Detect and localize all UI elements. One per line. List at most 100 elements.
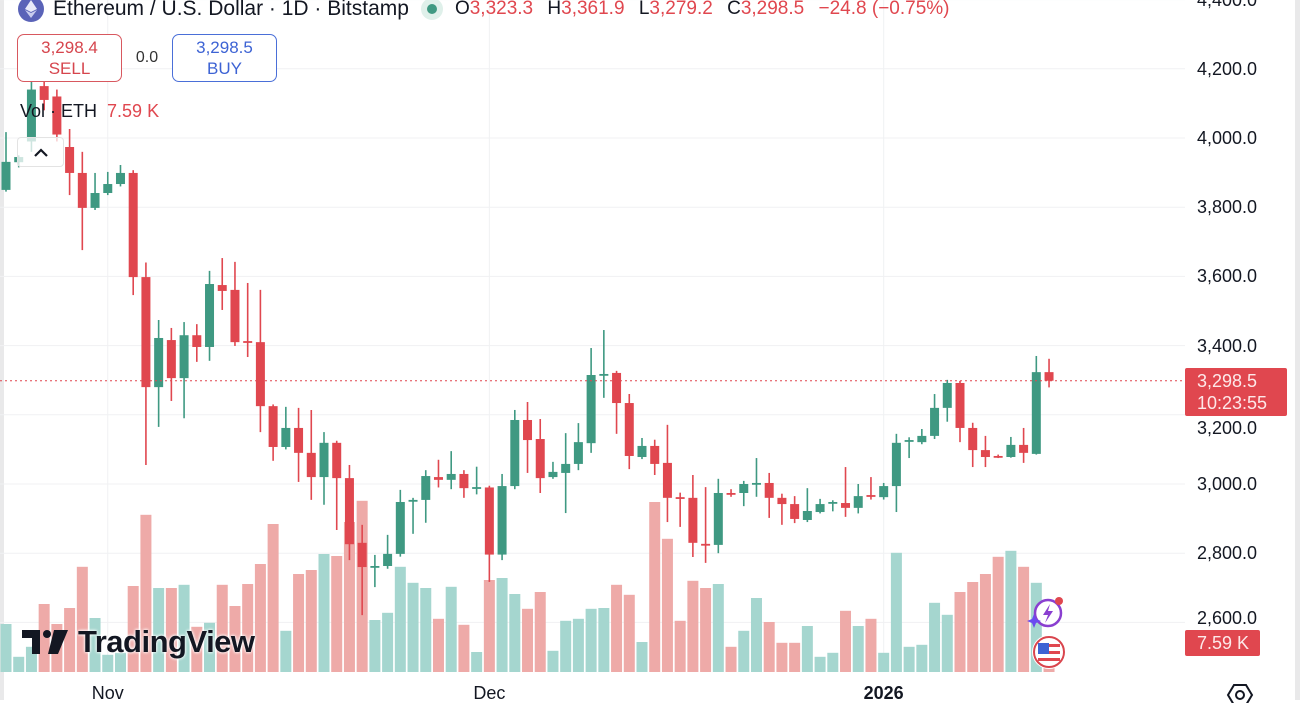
symbol-title[interactable]: Ethereum / U.S. Dollar · 1D · Bitstamp [53, 0, 409, 20]
sell-price: 3,298.4 [41, 38, 98, 57]
volume-bar [140, 514, 152, 672]
us-flag-icon[interactable] [1032, 635, 1066, 669]
volume-bar [789, 642, 801, 672]
volume-tag: 7.59 K [1185, 630, 1260, 656]
price-axis-label: 3,600.0 [1197, 266, 1258, 287]
candle-body [103, 184, 113, 194]
candle-body [319, 442, 329, 478]
volume-bar [572, 618, 584, 672]
candle-body [930, 407, 940, 436]
brand-name: TradingView [78, 624, 255, 659]
low-key: L [638, 0, 650, 19]
right-panel-edge [1295, 0, 1300, 700]
candle-body [128, 172, 138, 278]
candle-body [751, 482, 761, 485]
volume-bar [267, 524, 279, 672]
candle-body [968, 427, 978, 451]
candle-body [268, 406, 278, 447]
symbol-header: Ethereum / U.S. Dollar · 1D · Bitstamp O… [18, 0, 950, 22]
volume-bar [343, 522, 355, 672]
volume-bar [725, 646, 737, 672]
collapse-legend-button[interactable] [17, 137, 64, 167]
volume-bar [522, 608, 534, 672]
candle-body [65, 146, 75, 173]
volume-bar [114, 652, 126, 672]
volume-bar [178, 584, 190, 672]
candle-body [980, 450, 990, 458]
candle-body [370, 566, 380, 568]
price-axis-label: 4,200.0 [1197, 58, 1258, 79]
volume-bar [458, 624, 470, 672]
high-value: 3,361.9 [561, 0, 625, 19]
candle-body [510, 419, 520, 487]
candle-body [675, 497, 685, 499]
price-axis-label: 2,800.0 [1197, 543, 1258, 564]
volume-bar [674, 620, 686, 672]
candle-body [1, 161, 11, 190]
volume-bar [483, 580, 495, 672]
candle-body [115, 172, 125, 185]
volume-bar [38, 604, 50, 672]
volume-bar [382, 612, 394, 672]
candle-body [599, 373, 609, 376]
ohlc-legend: O3,323.3 H3,361.9 L3,279.2 C3,298.5 −24.… [455, 0, 950, 20]
volume-bar [432, 618, 444, 672]
settings-gear-icon[interactable] [1226, 681, 1254, 708]
volume-bar [916, 644, 928, 672]
candle-body [344, 478, 354, 545]
volume-bar [763, 622, 775, 672]
candle-body [535, 439, 545, 479]
price-axis-label: 3,000.0 [1197, 474, 1258, 494]
candle-body [255, 342, 265, 407]
candle-body [586, 375, 596, 444]
candle-body [166, 340, 176, 379]
time-axis-label: 2026 [863, 683, 904, 703]
volume-bar [840, 610, 852, 672]
volume-bar [89, 618, 101, 672]
ai-lightning-icon[interactable] [1027, 596, 1067, 632]
price-axis-label: 3,400.0 [1197, 335, 1258, 356]
left-panel-edge [0, 0, 4, 700]
volume-bar [204, 622, 216, 672]
volume-bar [254, 564, 266, 672]
candle-body [472, 487, 482, 489]
volume-bar [191, 626, 203, 672]
candle-body [306, 452, 316, 478]
volume-bar [102, 654, 114, 672]
candle-body [879, 486, 889, 498]
candle-body [1044, 372, 1054, 381]
candle-body [205, 284, 215, 347]
candle-body [459, 473, 469, 489]
buy-button[interactable]: 3,298.5 BUY [172, 34, 277, 82]
volume-legend-label: Vol · ETH [20, 101, 98, 121]
volume-bar [534, 592, 546, 672]
volume-bar [636, 642, 648, 672]
candles [1, 72, 1054, 616]
market-open-status-icon [420, 0, 443, 20]
candle-body [281, 427, 291, 447]
candle-body [154, 337, 164, 388]
sell-button[interactable]: 3,298.4 SELL [17, 34, 122, 82]
candle-body [624, 403, 634, 456]
candle-body [866, 495, 876, 497]
bar-countdown: 10:23:55 [1197, 393, 1268, 413]
candle-body [383, 553, 393, 567]
volume-bar [585, 608, 597, 672]
candle-body [993, 455, 1003, 458]
volume-bar [369, 620, 381, 672]
tradingview-logo-icon [22, 630, 68, 654]
candle-body [688, 497, 698, 543]
buy-label: BUY [207, 59, 242, 78]
candle-body [790, 504, 800, 519]
candle-body [357, 542, 367, 568]
candle-body [332, 442, 342, 479]
tradingview-logo[interactable]: TradingView [22, 624, 255, 660]
volume-bar [1018, 566, 1030, 672]
volume-bar [954, 592, 966, 672]
candle-body [777, 497, 787, 505]
sell-label: SELL [48, 59, 91, 78]
close-key: C [727, 0, 741, 19]
candle-body [561, 463, 571, 473]
candle-body [243, 341, 253, 343]
